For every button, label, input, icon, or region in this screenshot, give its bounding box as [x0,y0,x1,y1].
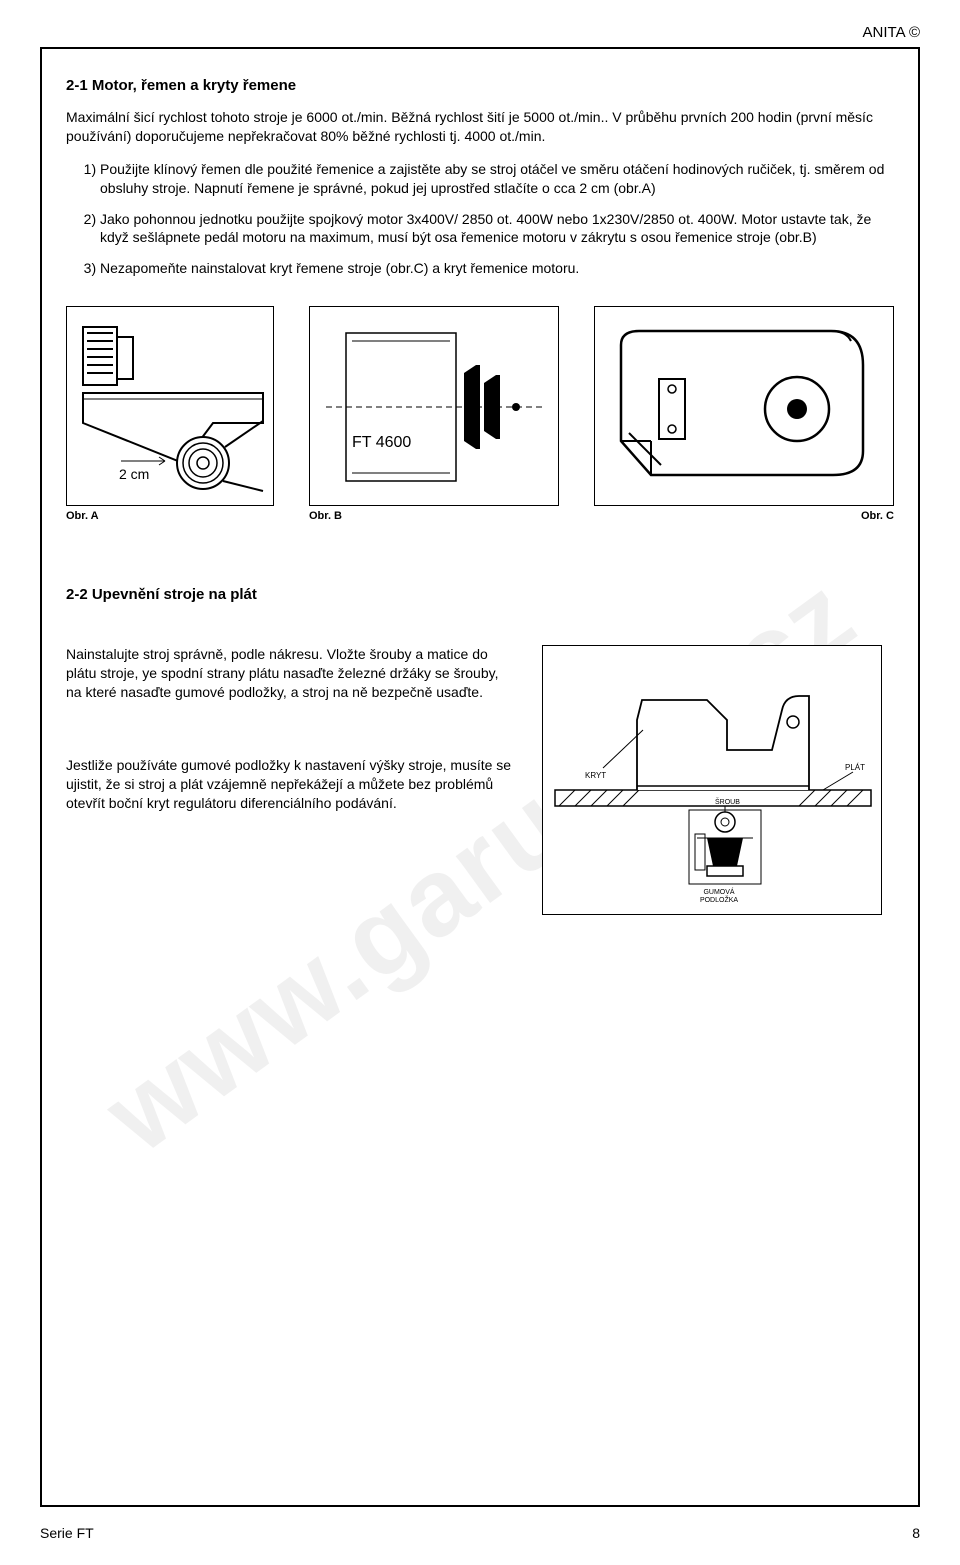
brand-header: ANITA © [40,24,920,41]
figure-row: 2 cm Obr. A [66,306,894,522]
list-item: Nezapomeňte nainstalovat kryt řemene str… [100,259,894,278]
section2-leftcol: Nainstalujte stroj správně, podle nákres… [66,645,516,826]
content-frame: www.garudan.cz 2-1 Motor, řemen a kryty … [40,47,920,1507]
figure-a-caption: Obr. A [66,510,274,522]
figure-a: 2 cm [66,306,274,506]
label-podlozka-line1: GUMOVÁ [703,887,734,896]
label-kryt: KRYT [585,771,606,780]
section1-intro: Maximální šicí rychlost tohoto stroje je… [66,108,894,146]
figure-c-wrap: Obr. C [594,306,894,522]
figure-b-wrap: FT 4600 Obr. B [309,306,559,522]
section2-title: 2-2 Upevnění stroje na plát [66,586,894,603]
label-plat: PLÁT [845,763,865,772]
figure-c-caption: Obr. C [594,510,894,522]
section2-para2: Jestliže používáte gumové podložky k nas… [66,756,516,813]
label-sroub: ŠROUB [715,797,740,806]
section1-title: 2-1 Motor, řemen a kryty řemene [66,77,894,94]
section2-figure: KRYT PLÁT GUMOVÁ PODLOŽKA [542,645,882,915]
footer-right: 8 [912,1525,920,1541]
figure-c [594,306,894,506]
list-item: Jako pohonnou jednotku použijte spojkový… [100,210,894,248]
fig-a-dim: 2 cm [119,466,149,482]
figure-b: FT 4600 [309,306,559,506]
section2-para1: Nainstalujte stroj správně, podle nákres… [66,645,516,702]
list-item: Použijte klínový řemen dle použité řemen… [100,160,894,198]
footer-left: Serie FT [40,1525,94,1541]
section1-list: Použijte klínový řemen dle použité řemen… [66,160,894,278]
figure-b-caption: Obr. B [309,510,559,522]
page-footer: Serie FT 8 [40,1525,920,1541]
section2-columns: Nainstalujte stroj správně, podle nákres… [66,645,894,915]
fig-b-model: FT 4600 [352,434,411,451]
label-podlozka-line2: PODLOŽKA [700,895,738,904]
figure-a-wrap: 2 cm Obr. A [66,306,274,522]
